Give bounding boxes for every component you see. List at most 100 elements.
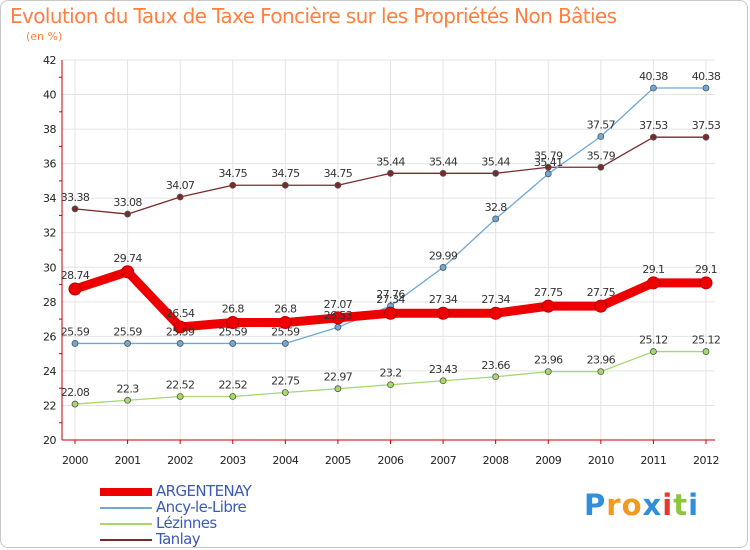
x-tick-label: 2010 <box>588 454 614 467</box>
legend-swatch-ancy-le-libre <box>100 507 152 509</box>
data-label: 23.96 <box>587 354 616 367</box>
data-point <box>176 340 184 347</box>
y-tick-label: 40 <box>43 89 56 102</box>
data-point <box>597 368 605 376</box>
data-label: 40.38 <box>692 70 721 83</box>
y-tick-label: 28 <box>43 296 56 309</box>
data-point <box>650 348 657 355</box>
data-point <box>646 276 660 290</box>
x-tick-label: 2006 <box>378 454 404 467</box>
data-point <box>176 393 184 400</box>
data-point <box>71 400 79 408</box>
legend-swatch-tanlay <box>100 539 152 541</box>
data-point <box>489 306 503 320</box>
data-label: 25.12 <box>639 334 668 347</box>
data-point <box>597 163 605 171</box>
data-point <box>492 169 500 177</box>
data-point <box>229 393 237 400</box>
data-label: 25.59 <box>166 325 195 338</box>
data-label: 29.74 <box>113 252 142 265</box>
data-label: 35.44 <box>481 155 510 168</box>
data-point <box>176 193 184 201</box>
data-label: 26.54 <box>166 307 195 320</box>
data-point <box>544 170 552 178</box>
legend-label-argentenay: ARGENTENAY <box>156 482 252 500</box>
y-tick-label: 30 <box>43 261 56 274</box>
data-label: 26.53 <box>324 309 353 322</box>
data-label: 22.08 <box>61 386 90 399</box>
data-label: 25.12 <box>692 334 721 347</box>
data-label: 25.59 <box>113 325 142 338</box>
chart-title: Evolution du Taux de Taxe Foncière sur l… <box>10 4 617 28</box>
y-tick-label: 24 <box>43 365 56 378</box>
data-point <box>331 311 345 325</box>
data-point <box>650 84 657 92</box>
data-point <box>334 385 342 393</box>
data-label: 27.34 <box>376 293 405 306</box>
proxiti-logo: Proxiti <box>584 488 699 522</box>
data-label: 27.34 <box>429 293 458 306</box>
x-tick-label: 2002 <box>167 454 193 467</box>
data-point <box>387 169 394 177</box>
data-label: 29.99 <box>429 249 458 262</box>
legend-label-tanlay: Tanlay <box>156 530 201 548</box>
data-label: 29.1 <box>642 263 664 276</box>
x-tick-label: 2005 <box>325 454 351 467</box>
logo-letter: P <box>584 488 607 522</box>
data-label: 29.1 <box>695 263 717 276</box>
legend-swatch-lezinnes <box>100 523 152 525</box>
data-point <box>594 299 608 313</box>
data-label: 37.57 <box>587 119 616 132</box>
data-label: 22.75 <box>271 375 300 388</box>
grid-layer <box>62 59 715 441</box>
data-point <box>229 181 237 189</box>
data-point <box>278 316 292 330</box>
data-point <box>544 163 552 171</box>
data-point <box>439 264 447 271</box>
data-label: 23.2 <box>379 367 401 380</box>
data-label: 32.8 <box>485 201 508 214</box>
logo-letter: i <box>662 488 674 522</box>
x-tick-label: 2001 <box>115 454 141 467</box>
logo-letter: i <box>688 488 700 522</box>
data-point <box>699 276 713 290</box>
logo-letter: t <box>673 488 689 522</box>
data-label: 22.3 <box>117 382 140 395</box>
y-tick-label: 32 <box>43 227 56 240</box>
data-point <box>650 133 657 141</box>
data-label: 35.41 <box>534 156 563 169</box>
data-point <box>124 340 131 347</box>
data-point <box>334 181 342 189</box>
legend-swatch-argentenay <box>100 488 152 496</box>
y-tick-label: 36 <box>43 158 56 171</box>
data-point <box>226 316 240 330</box>
data-point <box>71 340 79 347</box>
legend-label-lezinnes: Lézinnes <box>156 514 217 532</box>
data-point <box>439 169 447 177</box>
logo-letter: x <box>642 488 663 522</box>
data-point <box>281 389 289 396</box>
legend-label-ancy-le-libre: Ancy-le-Libre <box>156 498 247 516</box>
axis-layer: 20 22 24 26 28 30 32 34 36 38 40 42 2000 2001 2002 2003… <box>43 54 720 467</box>
data-label: 26.8 <box>274 303 297 316</box>
x-tick-label: 2007 <box>430 454 456 467</box>
data-point <box>436 306 450 320</box>
data-label: 27.76 <box>376 288 405 301</box>
data-label: 28.74 <box>61 269 90 282</box>
data-label: 33.38 <box>61 191 90 204</box>
data-point <box>702 133 710 141</box>
data-point <box>492 215 500 223</box>
data-label: 25.59 <box>61 325 90 338</box>
data-point <box>71 205 79 213</box>
data-label: 23.66 <box>481 359 510 372</box>
chart-subtitle: (en %) <box>26 30 63 43</box>
data-point <box>439 377 447 385</box>
data-label: 40.38 <box>639 70 668 83</box>
data-label: 27.07 <box>324 298 353 311</box>
data-point <box>702 348 710 355</box>
data-point <box>281 181 289 189</box>
data-label: 35.44 <box>429 155 458 168</box>
data-point <box>173 320 187 334</box>
